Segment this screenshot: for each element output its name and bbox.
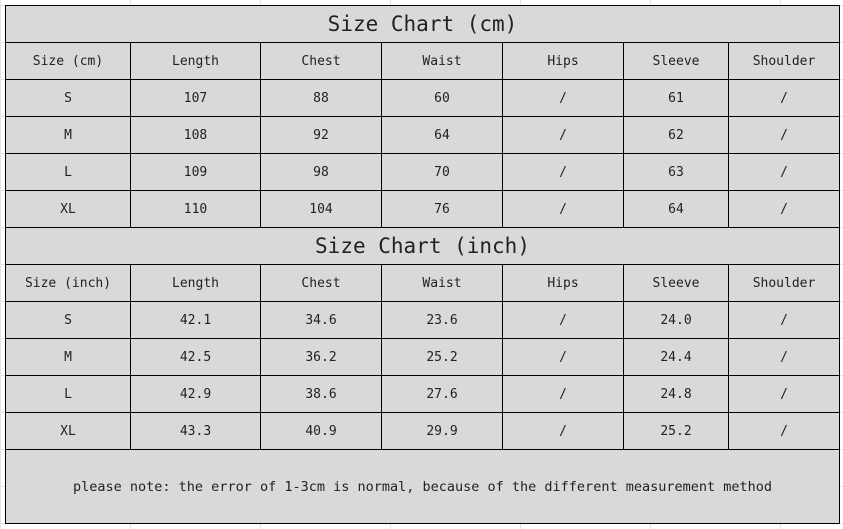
table-cell[interactable]: 23.6 (381, 301, 503, 339)
table-cell[interactable]: 98 (260, 153, 382, 191)
table-cell[interactable]: / (502, 338, 624, 376)
table-cell[interactable]: / (727, 79, 841, 117)
table-cell[interactable]: / (727, 190, 841, 228)
table-cell[interactable]: 63 (623, 153, 729, 191)
measurement-note[interactable]: please note: the error of 1-3cm is norma… (4, 449, 841, 524)
header-row: Size (cm) Length Chest Waist Hips Sleeve Shoul… (5, 42, 841, 80)
title-row: Size Chart (inch) (4, 227, 841, 265)
table-cell[interactable]: 61 (623, 79, 729, 117)
column-header[interactable]: Chest (260, 42, 382, 80)
table-cell[interactable]: 40.9 (260, 412, 382, 450)
table-cell[interactable]: 64 (381, 116, 503, 154)
column-header[interactable]: Sleeve (623, 42, 729, 80)
table-cell[interactable]: 43.3 (130, 412, 261, 450)
table-cell[interactable]: / (502, 116, 624, 154)
table-row: S 42.1 34.6 23.6/24.0/ (5, 301, 841, 339)
table-cell[interactable]: 88 (260, 79, 382, 117)
table-cell[interactable]: 109 (130, 153, 261, 191)
chart-title[interactable]: Size Chart (cm) (4, 5, 841, 43)
table-cell[interactable]: / (727, 116, 841, 154)
table-cell[interactable]: 34.6 (260, 301, 382, 339)
table-cell[interactable]: / (502, 153, 624, 191)
size-chart-sheet: Size Chart (cm) Size (cm) Length Chest Waist… (4, 5, 841, 524)
table-cell[interactable]: 92 (260, 116, 382, 154)
table-cell[interactable]: 42.9 (130, 375, 261, 413)
table-cell[interactable]: 27.6 (381, 375, 503, 413)
column-header[interactable]: Chest (260, 264, 382, 302)
table-row: XL 110 104 76/64/ (5, 190, 841, 228)
table-cell[interactable]: / (502, 412, 624, 450)
table-cell[interactable]: S (5, 301, 131, 339)
column-header[interactable]: Shoulder (727, 264, 841, 302)
table-cell[interactable]: 62 (623, 116, 729, 154)
column-header[interactable]: Length (130, 264, 261, 302)
column-header[interactable]: Shoulder (727, 42, 841, 80)
table-cell[interactable]: / (502, 190, 624, 228)
table-cell[interactable]: / (502, 375, 624, 413)
table-cell[interactable]: 24.4 (623, 338, 729, 376)
header-row: Size (inch) Length Chest Waist Hips Sleeve Sho… (5, 264, 841, 302)
table-cell[interactable]: M (5, 116, 131, 154)
table-cell[interactable]: 104 (260, 190, 382, 228)
table-cell[interactable]: 107 (130, 79, 261, 117)
table-cell[interactable]: / (502, 301, 624, 339)
column-header[interactable]: Length (130, 42, 261, 80)
table-row: M 42.5 36.2 25.2/24.4/ (5, 338, 841, 376)
table-row: S 107 88 60/61/ (5, 79, 841, 117)
table-cell[interactable]: / (727, 153, 841, 191)
table-cell[interactable]: 25.2 (381, 338, 503, 376)
table-cell[interactable]: 108 (130, 116, 261, 154)
chart-title[interactable]: Size Chart (inch) (4, 227, 841, 265)
table-cell[interactable]: XL (5, 412, 131, 450)
table-row: M 108 92 64/62/ (5, 116, 841, 154)
table-cell[interactable]: 25.2 (623, 412, 729, 450)
column-header[interactable]: Sleeve (623, 264, 729, 302)
table-cell[interactable]: 110 (130, 190, 261, 228)
table-cell[interactable]: 70 (381, 153, 503, 191)
table-cell[interactable]: 29.9 (381, 412, 503, 450)
table-cell[interactable]: 64 (623, 190, 729, 228)
column-header[interactable]: Hips (502, 264, 624, 302)
table-cell[interactable]: 38.6 (260, 375, 382, 413)
table-cell[interactable]: M (5, 338, 131, 376)
table-row: XL 43.3 40.9 29.9/25.2/ (5, 412, 841, 450)
column-header[interactable]: Size (inch) (5, 264, 131, 302)
table-cell[interactable]: L (5, 375, 131, 413)
table-cell[interactable]: / (727, 338, 841, 376)
table-row: L 42.9 38.6 27.6/24.8/ (5, 375, 841, 413)
table-cell[interactable]: 76 (381, 190, 503, 228)
table-cell[interactable]: / (727, 412, 841, 450)
table-cell[interactable]: / (727, 375, 841, 413)
table-cell[interactable]: S (5, 79, 131, 117)
column-header[interactable]: Waist (381, 264, 503, 302)
table-cell[interactable]: 36.2 (260, 338, 382, 376)
column-header[interactable]: Size (cm) (5, 42, 131, 80)
table-cell[interactable]: 42.1 (130, 301, 261, 339)
table-cell[interactable]: L (5, 153, 131, 191)
table-cell[interactable]: / (502, 79, 624, 117)
table-cell[interactable]: 42.5 (130, 338, 261, 376)
title-row: Size Chart (cm) (4, 5, 841, 43)
column-header[interactable]: Waist (381, 42, 503, 80)
table-row: L 109 98 70/63/ (5, 153, 841, 191)
table-cell[interactable]: XL (5, 190, 131, 228)
column-header[interactable]: Hips (502, 42, 624, 80)
table-cell[interactable]: 24.8 (623, 375, 729, 413)
note-row: please note: the error of 1-3cm is norma… (4, 449, 841, 524)
table-cell[interactable]: 60 (381, 79, 503, 117)
table-cell[interactable]: 24.0 (623, 301, 729, 339)
table-cell[interactable]: / (727, 301, 841, 339)
